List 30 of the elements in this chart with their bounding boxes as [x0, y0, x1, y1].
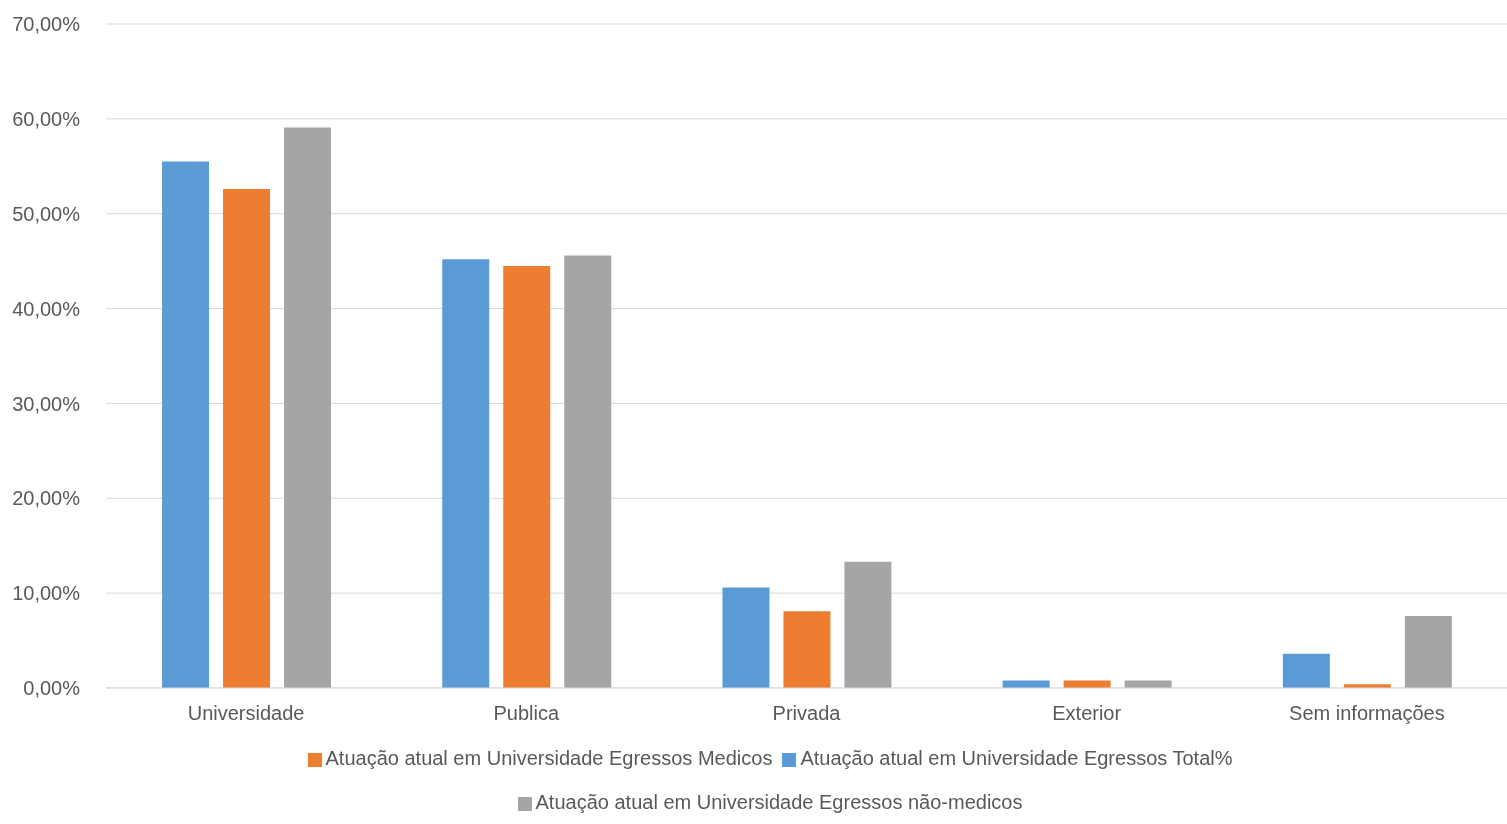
bar [223, 189, 271, 688]
y-tick-label: 50,00% [12, 202, 81, 225]
bar [1124, 680, 1172, 688]
x-tick-label: Publica [493, 702, 560, 725]
y-tick-label: 60,00% [12, 107, 81, 130]
bar [503, 265, 551, 688]
legend-label: Atuação atual em Universidade Egressos não-medicos [535, 791, 1023, 813]
y-tick-label: 70,00% [12, 13, 81, 36]
bar [284, 127, 332, 688]
x-tick-label: Sem informações [1289, 702, 1445, 725]
bar [162, 161, 210, 688]
bar [844, 561, 892, 688]
bar [783, 611, 831, 688]
y-tick-label: 20,00% [12, 487, 81, 510]
bar [1063, 680, 1111, 688]
bar [1002, 680, 1050, 688]
bar [564, 255, 612, 688]
y-tick-label: 10,00% [12, 582, 81, 605]
legend-label: Atuação atual em Universidade Egressos Medicos [325, 747, 773, 769]
bar [442, 259, 490, 688]
x-tick-label: Exterior [1052, 702, 1122, 725]
bar [1282, 653, 1330, 688]
legend-label: Atuação atual em Universidade Egressos Total% [800, 747, 1233, 769]
y-tick-label: 0,00% [23, 677, 81, 700]
y-tick-label: 40,00% [12, 297, 81, 320]
x-tick-label: Universidade [187, 702, 305, 725]
bar [722, 587, 770, 688]
x-tick-label: Privada [772, 702, 842, 725]
y-tick-label: 30,00% [12, 392, 81, 415]
bar [1404, 615, 1452, 688]
